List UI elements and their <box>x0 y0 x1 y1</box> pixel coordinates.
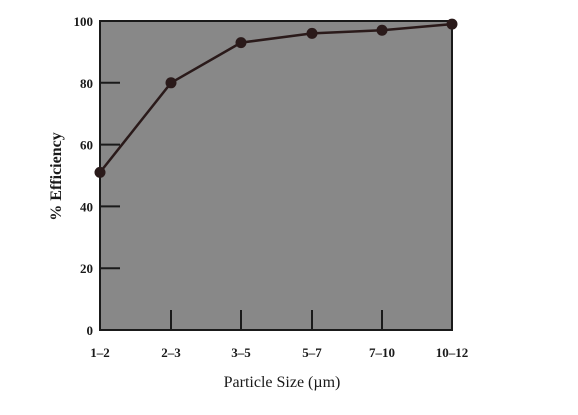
y-tick-label: 80 <box>80 76 93 91</box>
axis-ticks <box>100 81 383 330</box>
data-point <box>446 18 458 30</box>
data-points <box>94 18 458 178</box>
x-axis-title: Particle Size (µm) <box>224 374 341 391</box>
y-tick-label: 20 <box>80 261 93 276</box>
efficiency-line <box>99 22 453 174</box>
x-tick-label: 7–10 <box>369 345 395 360</box>
y-tick-label: 60 <box>80 138 93 153</box>
x-tick-label: 3–5 <box>231 345 251 360</box>
x-tick-label: 5–7 <box>302 345 322 360</box>
data-point <box>235 37 247 49</box>
data-point <box>165 77 177 89</box>
data-point <box>376 24 388 36</box>
y-tick-label: 100 <box>74 14 94 29</box>
y-axis-title: % Efficiency <box>48 132 65 220</box>
data-point <box>306 27 318 39</box>
plot-area <box>99 20 453 331</box>
x-tick-label: 2–3 <box>161 345 181 360</box>
data-point <box>94 166 106 178</box>
y-tick-label: 0 <box>87 323 94 338</box>
y-tick-labels: 0 20 40 60 80 100 <box>74 14 94 338</box>
x-tick-labels: 1–2 2–3 3–5 5–7 7–10 10–12 <box>90 345 468 360</box>
x-tick-label: 1–2 <box>90 345 110 360</box>
y-tick-label: 40 <box>80 199 93 214</box>
x-tick-label: 10–12 <box>436 345 469 360</box>
